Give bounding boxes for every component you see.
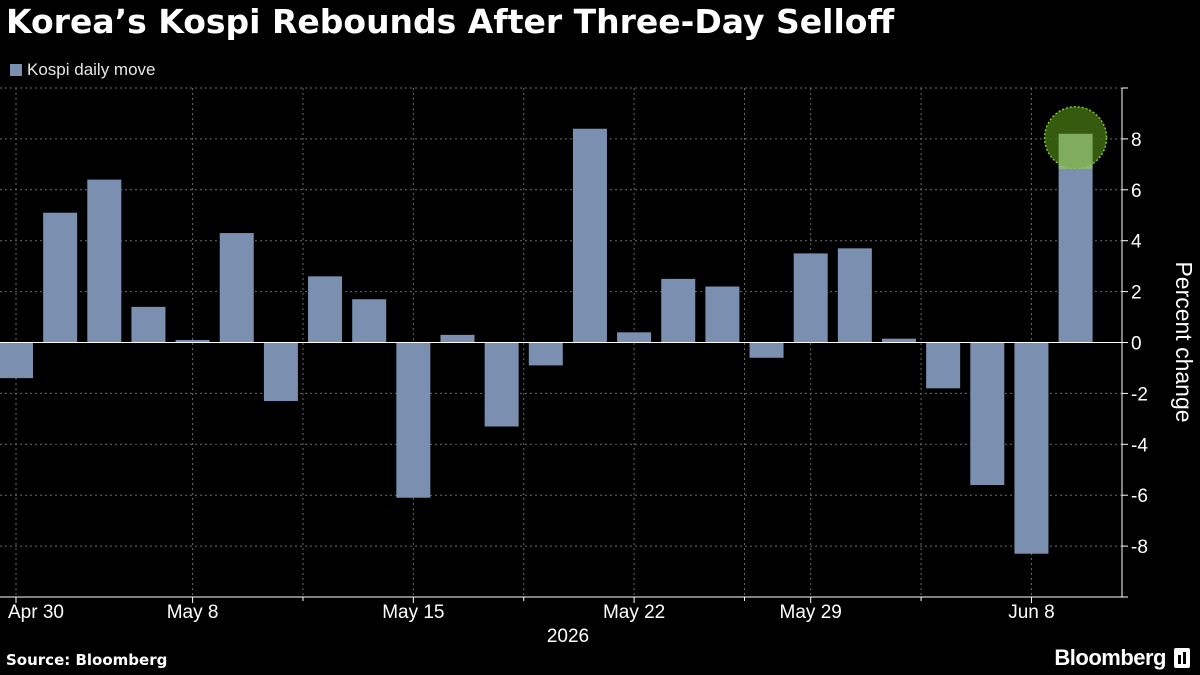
x-tick-label: May 29 [780,602,842,623]
bar [882,338,916,343]
y-tick-label: -2 [1131,384,1148,405]
bar [528,342,563,366]
bar [219,233,254,343]
bar [440,334,475,343]
highlight-bar-overlay [1058,133,1093,169]
bar [87,179,122,343]
bar [661,278,696,343]
bar [749,342,784,358]
chart-title: Korea’s Kospi Rebounds After Three-Day S… [6,2,895,41]
bar [352,299,387,343]
brand-wordmark: Bloomberg [1054,645,1166,670]
bar [43,212,78,343]
y-tick-label: -6 [1131,486,1148,507]
y-tick-label: -4 [1131,435,1148,456]
bar [308,276,343,343]
bar [396,342,431,498]
x-tick-label: Apr 30 [8,602,64,623]
legend-swatch [10,64,22,76]
bar [484,342,519,427]
brand-logo: Bloomberg [1054,645,1190,671]
bar [837,248,872,343]
bar [793,253,828,343]
y-tick-label: 2 [1131,283,1142,304]
bar [175,339,210,343]
y-tick-label: 4 [1131,232,1142,253]
source-note: Source: Bloomberg [6,651,168,669]
bar [705,286,740,343]
bloomberg-bars-icon [1174,648,1190,668]
bar [572,128,607,343]
y-axis-label: Percent change [1171,261,1197,422]
bar [926,342,961,389]
bar [0,342,33,379]
y-tick-label: -8 [1131,537,1148,558]
y-tick-label: 8 [1131,130,1142,151]
y-tick-label: 6 [1131,181,1142,202]
bar [970,342,1005,486]
legend-label: Kospi daily move [27,60,156,79]
bar [263,342,298,402]
bar [131,306,166,343]
legend: Kospi daily move [10,60,156,80]
y-tick-label: 0 [1131,334,1142,355]
bar [617,332,652,343]
x-tick-label: May 8 [167,602,219,623]
x-year-label: 2026 [547,626,589,647]
bar [1014,342,1049,554]
x-tick-label: Jun 8 [1008,602,1054,623]
x-tick-label: May 15 [382,602,444,623]
x-tick-label: May 22 [603,602,665,623]
